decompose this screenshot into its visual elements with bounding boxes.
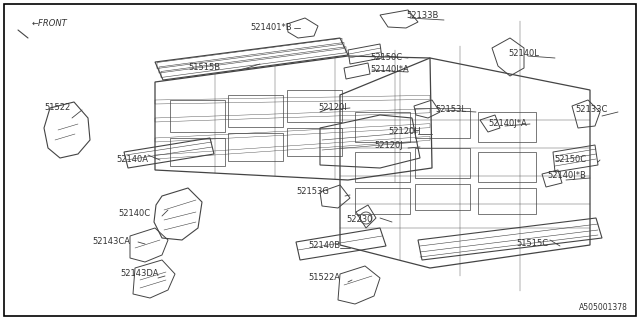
Text: 52140B: 52140B xyxy=(308,242,340,251)
Text: 51515C: 51515C xyxy=(516,239,548,249)
Text: 52140L: 52140L xyxy=(508,49,539,58)
Text: 52140A: 52140A xyxy=(116,156,148,164)
Text: 51522A: 51522A xyxy=(308,274,340,283)
Text: 52143DA: 52143DA xyxy=(120,269,159,278)
Text: 52133C: 52133C xyxy=(575,106,607,115)
Text: 521401*B: 521401*B xyxy=(250,23,292,33)
Text: 52140I*A: 52140I*A xyxy=(370,66,409,75)
Text: 51515B: 51515B xyxy=(188,62,220,71)
Text: ←FRONT: ←FRONT xyxy=(32,19,68,28)
Text: A505001378: A505001378 xyxy=(579,303,628,312)
Text: 52230: 52230 xyxy=(346,215,372,225)
Text: 52153L: 52153L xyxy=(435,106,466,115)
Text: 52120J: 52120J xyxy=(374,140,403,149)
Text: 52140C: 52140C xyxy=(118,210,150,219)
Text: 52120I: 52120I xyxy=(318,102,347,111)
Text: 52153G: 52153G xyxy=(296,188,329,196)
Text: 52120H: 52120H xyxy=(388,127,420,137)
Text: 52140J*B: 52140J*B xyxy=(547,172,586,180)
Text: 52143CA: 52143CA xyxy=(92,237,130,246)
Text: 52150C: 52150C xyxy=(370,52,402,61)
Text: 52140J*A: 52140J*A xyxy=(488,119,527,129)
Text: 51522: 51522 xyxy=(44,102,70,111)
Text: 52150C: 52150C xyxy=(554,156,586,164)
Text: 52133B: 52133B xyxy=(406,12,438,20)
